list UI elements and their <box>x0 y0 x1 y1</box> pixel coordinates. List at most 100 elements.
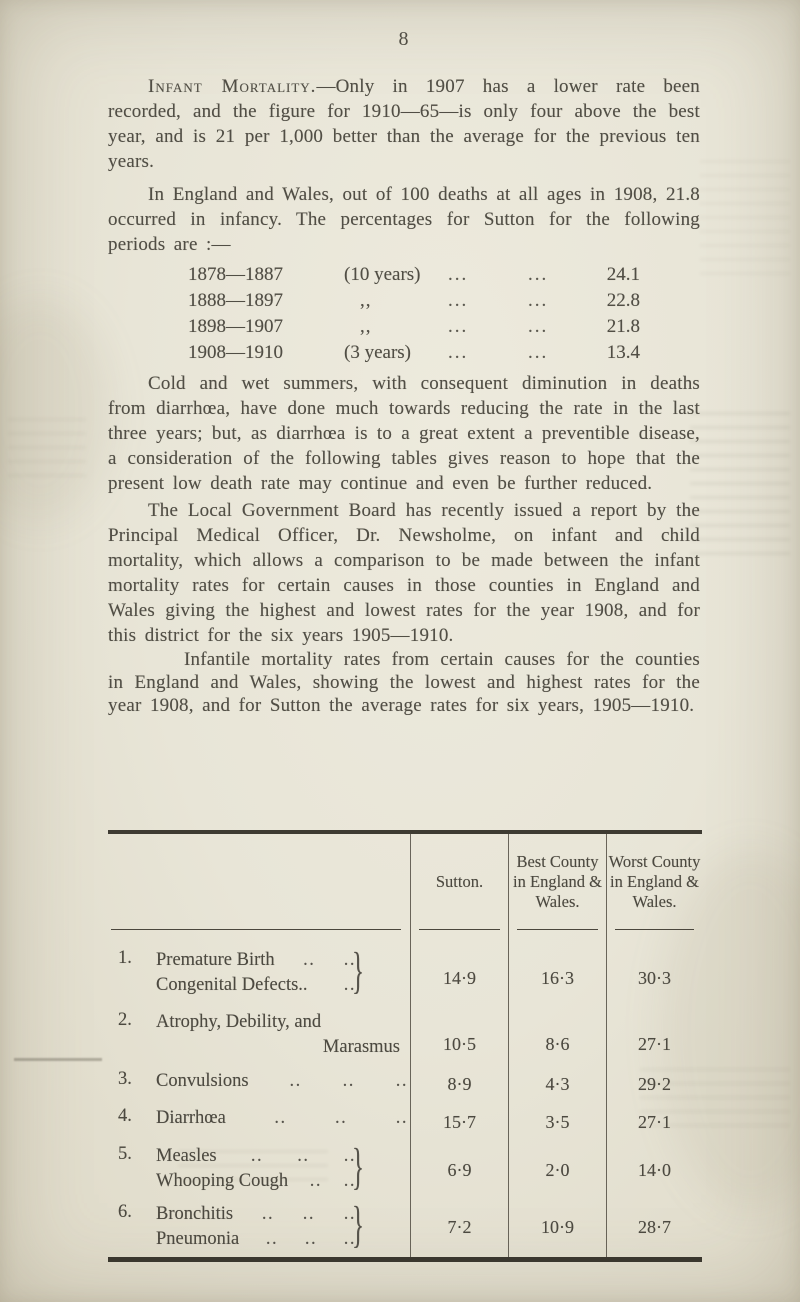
table-spacer <box>606 1252 702 1257</box>
paragraph-local-government-board: The Local Government Board has recently … <box>108 500 700 646</box>
ditto-mark: ,, <box>360 316 372 337</box>
row-label: Diarrhœa...... <box>156 1106 408 1138</box>
value-sutton: 14·9 <box>410 930 508 1008</box>
period-row: 1878—1887 (10 years) ... ... 24.1 <box>188 262 700 288</box>
row-number: 3. <box>118 1069 132 1089</box>
value-worst-county: 27·1 <box>606 1008 702 1064</box>
row-label-line: Convulsions...... <box>156 1069 408 1094</box>
period-value: 24.1 <box>606 264 640 285</box>
leader-dots: ... <box>528 264 549 285</box>
leader-dots: .. <box>343 975 356 995</box>
row-label: Measles...... Whooping Cough.... <box>156 1144 356 1196</box>
row-label-text: Bronchitis <box>156 1204 234 1224</box>
row-number: 1. <box>118 948 132 968</box>
value-best-county: 8·6 <box>508 1008 606 1064</box>
value-best-county: 16·3 <box>508 930 606 1008</box>
row-label-line: Bronchitis...... <box>156 1202 356 1227</box>
value-best-county: 3·5 <box>508 1100 606 1138</box>
value-best-county: 4·3 <box>508 1064 606 1100</box>
leader-dots: .. <box>274 1108 287 1128</box>
period-range: 1888—1897 <box>188 290 283 311</box>
column-header-label: Best County in England & Wales. <box>513 852 602 911</box>
row-label-line: Diarrhœa...... <box>156 1106 408 1131</box>
table-row-bronchitis: 6. Bronchitis...... Pneumonia...... } <box>108 1196 410 1252</box>
column-header-label: Worst County in England & Wales. <box>608 852 701 911</box>
column-header-sutton: Sutton. <box>410 834 508 930</box>
row-label-line: Measles...... <box>156 1144 356 1169</box>
value-best-county: 10·9 <box>508 1196 606 1252</box>
leader-dots: .. <box>265 1229 279 1249</box>
leader-dots: .. <box>343 1146 356 1166</box>
value-sutton: 6·9 <box>410 1138 508 1196</box>
value-worst-county: 29·2 <box>606 1064 702 1100</box>
value-worst-county: 14·0 <box>606 1138 702 1196</box>
value-sutton: 8·9 <box>410 1064 508 1100</box>
row-label: Bronchitis...... Pneumonia...... <box>156 1202 356 1252</box>
table-spacer <box>508 1252 606 1257</box>
row-brace: } <box>352 1136 364 1195</box>
ditto-mark: ,, <box>360 290 372 311</box>
leader-dots: .. <box>395 1108 408 1128</box>
table-row-convulsions: 3. Convulsions...... <box>108 1064 410 1100</box>
paragraph-text: —Only in 1907 has a lower rate been reco… <box>108 76 701 172</box>
bleedthrough-artifact <box>8 418 86 478</box>
text-column: 8 Infant Mortality.—Only in 1907 has a l… <box>108 26 700 717</box>
leader-dots: .. <box>343 1171 356 1191</box>
row-label-text: Premature Birth <box>156 950 275 970</box>
value-sutton: 15·7 <box>410 1100 508 1138</box>
leader-dots: ... <box>448 290 469 311</box>
row-label-text: Marasmus <box>322 1037 400 1057</box>
table-bottom-rule <box>108 1257 702 1262</box>
paper-stain <box>0 300 110 520</box>
paragraph-infant-mortality: Infant Mortality.—Only in 1907 has a low… <box>108 74 700 174</box>
leader-dots: .. <box>309 1171 323 1191</box>
column-header-worst-county: Worst County in England & Wales. <box>606 834 702 930</box>
period-row: 1888—1897 ,, ... ... 22.8 <box>188 288 700 314</box>
leader-dots: .. <box>343 1229 356 1249</box>
value-sutton: 10·5 <box>410 1008 508 1064</box>
row-brace: } <box>352 940 364 999</box>
value-worst-county: 30·3 <box>606 930 702 1008</box>
period-rate-list: 1878—1887 (10 years) ... ... 24.1 1888—1… <box>188 262 700 366</box>
table-spacer <box>410 1252 508 1257</box>
header-rule <box>516 929 599 930</box>
period-row: 1898—1907 ,, ... ... 21.8 <box>188 314 700 340</box>
leader-dots: .. <box>303 950 316 970</box>
header-rule <box>111 929 401 930</box>
row-number: 4. <box>118 1106 132 1126</box>
leader-dots: .. <box>395 1071 408 1091</box>
paragraph-england-wales: In England and Wales, out of 100 deaths … <box>108 184 700 255</box>
row-label: Premature Birth.... Congenital Defects..… <box>156 948 356 1008</box>
row-label-text: Whooping Cough <box>156 1171 289 1191</box>
pencil-dash-artifact <box>14 1058 102 1061</box>
period-range: 1878—1887 <box>188 264 283 285</box>
leader-dots: .. <box>342 1071 355 1091</box>
row-label-line: Whooping Cough.... <box>156 1169 356 1194</box>
table-row-premature-birth: 1. Premature Birth.... Congenital Defect… <box>108 930 410 1008</box>
value-best-county: 2·0 <box>508 1138 606 1196</box>
table-row-measles: 5. Measles...... Whooping Cough.... } <box>108 1138 410 1196</box>
header-rule <box>614 929 695 930</box>
paragraph-infantile-mortality-intro: Infantile mortality rates from certain c… <box>108 649 700 716</box>
row-number: 5. <box>118 1144 132 1164</box>
period-value: 22.8 <box>606 290 640 311</box>
row-label-text: Atrophy, Debility, and <box>156 1012 322 1032</box>
column-header-label: Sutton. <box>435 872 484 891</box>
period-qualifier: (3 years) <box>344 342 411 363</box>
leader-dots: ... <box>448 342 469 363</box>
row-label-line: Pneumonia...... <box>156 1227 356 1252</box>
value-worst-county: 27·1 <box>606 1100 702 1138</box>
bleedthrough-artifact <box>690 412 790 562</box>
leader-dots: ... <box>528 342 549 363</box>
leader-dots: ... <box>528 316 549 337</box>
header-rule <box>418 929 501 930</box>
paragraph-cold-wet-summers: Cold and wet summers, with consequent di… <box>108 373 700 494</box>
leader-dots: .. <box>343 1204 356 1224</box>
row-label-text: Convulsions <box>156 1071 249 1091</box>
value-sutton: 7·2 <box>410 1196 508 1252</box>
period-value: 13.4 <box>606 342 640 363</box>
row-label-line: Marasmus <box>156 1035 400 1060</box>
row-label-line: Congenital Defects.... <box>156 973 356 998</box>
page-number: 8 <box>398 28 410 50</box>
